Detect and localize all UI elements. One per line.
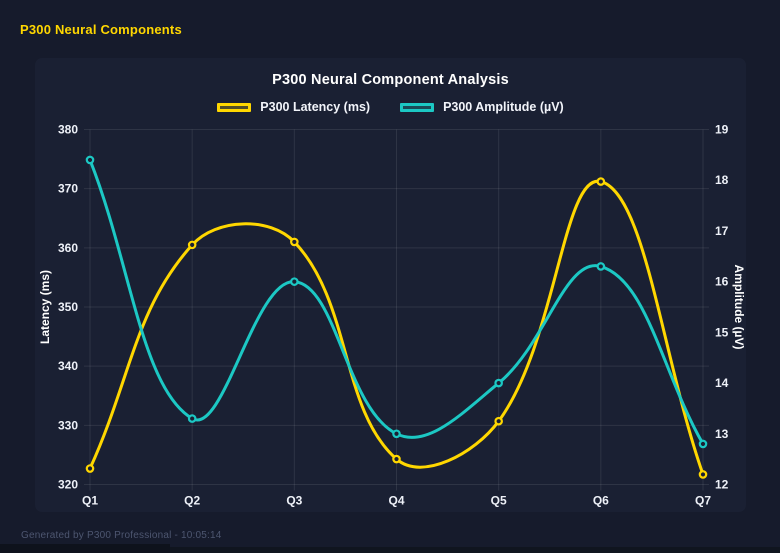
chart-card: P300 Neural Component Analysis P300 Late… bbox=[35, 58, 746, 512]
x-axis-tick-label: Q4 bbox=[388, 494, 404, 508]
right-axis-tick-label: 16 bbox=[715, 275, 729, 289]
data-point-marker bbox=[698, 470, 708, 479]
x-axis-tick-label: Q1 bbox=[82, 494, 98, 508]
data-point-marker bbox=[596, 177, 606, 186]
footer-status-text: Generated by P300 Professional - 10:05:1… bbox=[21, 530, 222, 541]
data-point-marker bbox=[596, 262, 606, 271]
data-point-marker bbox=[290, 237, 299, 247]
data-point-marker bbox=[187, 414, 197, 423]
data-point-marker bbox=[187, 240, 197, 250]
chart-title: P300 Neural Component Analysis bbox=[272, 72, 509, 88]
right-axis-tick-label: 12 bbox=[715, 478, 729, 492]
left-axis-tick-label: 340 bbox=[58, 359, 78, 373]
right-axis-tick-label: 13 bbox=[715, 427, 729, 441]
x-axis-tick-label: Q6 bbox=[593, 494, 609, 508]
right-axis-tick-label: 19 bbox=[715, 123, 729, 137]
data-point-marker bbox=[290, 277, 299, 286]
left-axis-title: Latency (ms) bbox=[38, 270, 52, 344]
data-point-marker bbox=[698, 439, 708, 449]
legend-item-amplitude[interactable]: P300 Amplitude (µV) bbox=[400, 100, 564, 114]
bottom-left-edge-strip bbox=[0, 544, 170, 553]
latency-legend-label: P300 Latency (ms) bbox=[260, 100, 371, 114]
right-axis-tick-label: 18 bbox=[715, 173, 729, 187]
left-axis-tick-label: 320 bbox=[58, 478, 78, 492]
left-axis-tick-label: 350 bbox=[58, 300, 78, 314]
data-point-marker bbox=[494, 378, 503, 388]
data-point-marker bbox=[85, 155, 95, 165]
right-axis-tick-label: 14 bbox=[715, 376, 729, 390]
right-axis-tick-label: 17 bbox=[715, 224, 729, 238]
bottom-edge-strip bbox=[0, 547, 780, 553]
x-axis-tick-label: Q2 bbox=[184, 494, 200, 508]
amplitude-legend-swatch bbox=[400, 102, 435, 112]
left-axis-tick-label: 370 bbox=[58, 182, 78, 196]
left-axis-tick-label: 330 bbox=[58, 418, 78, 432]
left-axis-tick-label: 360 bbox=[58, 241, 78, 255]
data-point-marker bbox=[392, 454, 401, 464]
line-chart-canvas[interactable]: 320 330 340 350 360 370 380 12 13 14 15 16 17 18 19 Q1 Q… bbox=[35, 58, 746, 512]
amplitude-legend-label: P300 Amplitude (µV) bbox=[443, 100, 564, 114]
x-axis-tick-label: Q3 bbox=[286, 494, 302, 508]
data-point-marker bbox=[494, 416, 503, 426]
data-point-marker bbox=[85, 464, 95, 473]
data-point-marker bbox=[392, 429, 401, 439]
right-axis-title: Amplitude (µV) bbox=[732, 265, 746, 350]
latency-legend-swatch bbox=[217, 102, 252, 112]
x-axis-tick-label: Q5 bbox=[491, 494, 507, 508]
x-axis-tick-label: Q7 bbox=[695, 494, 711, 508]
legend-item-latency[interactable]: P300 Latency (ms) bbox=[217, 100, 370, 114]
left-axis-tick-label: 380 bbox=[58, 123, 78, 137]
page-title: P300 Neural Components bbox=[20, 22, 182, 37]
right-axis-tick-label: 15 bbox=[715, 325, 729, 339]
chart-legend: P300 Latency (ms) P300 Amplitude (µV) bbox=[35, 100, 746, 114]
